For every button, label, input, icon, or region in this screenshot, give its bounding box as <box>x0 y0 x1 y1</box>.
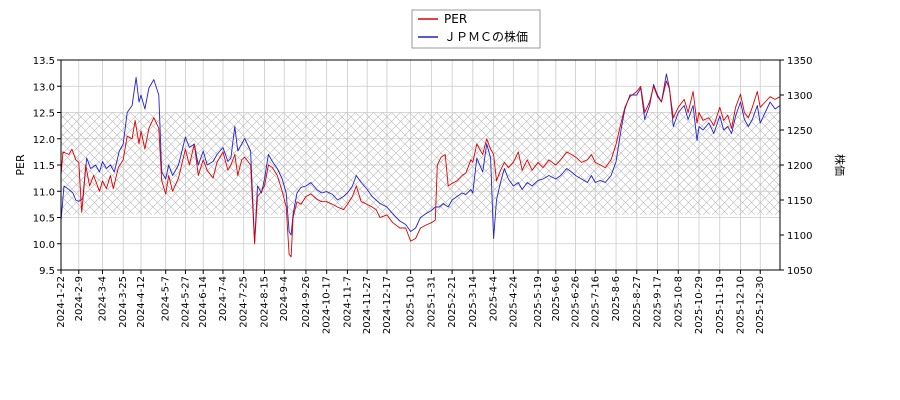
left-tick-label: 10.0 <box>33 240 55 251</box>
x-tick-label: 2025-1-10 <box>406 276 417 328</box>
x-tick-label: 2025-9-17 <box>653 276 664 328</box>
x-tick-label: 2024-3-25 <box>118 276 129 328</box>
left-tick-label: 9.5 <box>39 266 55 277</box>
x-axis: 2024-1-22 2024-2-9 2024-3-4 2024-3-25 2024-4… <box>56 270 766 334</box>
right-axis-label: 株価 <box>833 154 847 176</box>
left-tick-label: 12.0 <box>33 135 55 146</box>
right-y-axis: 1050 1100 1150 1200 1250 1300 1350 <box>780 56 812 277</box>
x-tick-label: 2024-8-15 <box>259 276 270 328</box>
x-tick-label: 2025-6-26 <box>571 276 582 328</box>
x-tick-label: 2024-11-27 <box>362 276 373 334</box>
right-tick-label: 1150 <box>787 196 812 207</box>
x-tick-label: 2024-11-7 <box>342 276 353 328</box>
x-tick-label: 2024-3-4 <box>97 276 108 321</box>
x-tick-label: 2024-4-12 <box>136 276 147 328</box>
x-tick-label: 2025-1-31 <box>426 276 437 328</box>
left-tick-label: 13.5 <box>33 56 55 67</box>
reference-band <box>61 112 780 215</box>
series-line-per <box>61 80 780 258</box>
x-tick-label: 2024-7-4 <box>218 276 229 321</box>
left-tick-label: 12.5 <box>33 109 55 120</box>
x-tick-label: 2024-9-4 <box>279 276 290 321</box>
legend-label-per: PER <box>444 12 467 26</box>
right-tick-label: 1300 <box>787 91 812 102</box>
left-axis-label: PER <box>14 154 27 176</box>
x-tick-label: 2024-7-25 <box>239 276 250 328</box>
left-tick-label: 11.0 <box>33 187 55 198</box>
x-tick-label: 2025-4-24 <box>508 276 519 328</box>
x-tick-label: 2024-10-17 <box>322 276 333 334</box>
left-y-axis: 9.5 10.0 10.5 11.0 11.5 12.0 12.5 13.0 13.5 <box>33 56 61 277</box>
x-tick-label: 2025-10-8 <box>673 276 684 328</box>
legend-box <box>411 9 541 49</box>
x-tick-label: 2025-8-27 <box>632 276 643 328</box>
right-tick-label: 1250 <box>787 126 812 137</box>
x-tick-label: 2025-12-30 <box>755 276 766 334</box>
x-tick-label: 2024-5-7 <box>161 276 172 321</box>
left-tick-label: 10.5 <box>33 214 55 225</box>
series-lines <box>61 73 780 258</box>
left-tick-label: 13.0 <box>33 82 55 93</box>
legend: PER ＪＰＭＣの株価 <box>411 9 541 49</box>
right-tick-label: 1200 <box>787 161 812 172</box>
x-tick-label: 2024-9-26 <box>301 276 312 328</box>
x-tick-label: 2024-12-17 <box>382 276 393 334</box>
x-tick-label: 2025-3-14 <box>468 276 479 328</box>
x-tick-label: 2025-6-6 <box>551 276 562 321</box>
legend-label-price: ＪＰＭＣの株価 <box>444 29 528 44</box>
x-tick-label: 2025-2-21 <box>447 276 458 328</box>
x-tick-label: 2024-5-27 <box>180 276 191 328</box>
x-tick-label: 2025-4-4 <box>489 276 500 321</box>
left-tick-label: 11.5 <box>33 161 55 172</box>
x-tick-label: 2024-6-14 <box>198 276 209 328</box>
right-tick-label: 1350 <box>787 56 812 67</box>
x-tick-label: 2025-10-29 <box>694 276 705 334</box>
x-tick-label: 2025-8-6 <box>611 276 622 321</box>
x-tick-label: 2025-7-16 <box>590 276 601 328</box>
x-tick-label: 2024-2-9 <box>74 276 85 321</box>
x-tick-label: 2024-1-22 <box>56 276 67 328</box>
right-tick-label: 1050 <box>787 266 812 277</box>
x-tick-label: 2025-11-19 <box>715 276 726 334</box>
x-tick-label: 2025-12-10 <box>735 276 746 334</box>
x-tick-label: 2025-5-19 <box>533 276 544 328</box>
right-tick-label: 1100 <box>787 231 812 242</box>
